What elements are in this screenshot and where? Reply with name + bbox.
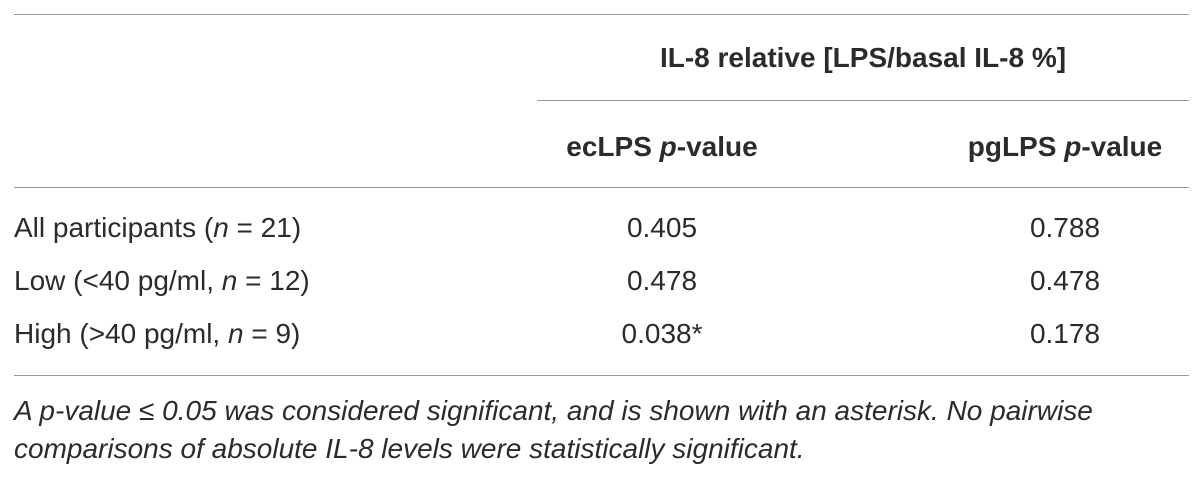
header-text: -value bbox=[1081, 131, 1163, 162]
row-label: Low (<40 pg/ml, n = 12) bbox=[14, 264, 310, 298]
footnote: A p-value ≤ 0.05 was considered signific… bbox=[14, 395, 1093, 464]
label-text: High (>40 pg/ml, bbox=[14, 318, 228, 349]
header-text: pgLPS bbox=[967, 131, 1065, 162]
table-cell: 0.178 bbox=[1029, 318, 1101, 349]
group-rule bbox=[537, 100, 1189, 101]
table-cell: 0.478 bbox=[626, 265, 698, 296]
group-header: IL-8 relative [LPS/basal IL-8 %] bbox=[659, 42, 1067, 73]
header-text: ecLPS bbox=[566, 131, 660, 162]
header-text: -value bbox=[676, 131, 758, 162]
table-cell: 0.038* bbox=[621, 318, 703, 349]
label-text: All participants ( bbox=[14, 212, 214, 243]
label-text: = 21) bbox=[228, 212, 302, 243]
bottom-rule bbox=[14, 375, 1189, 376]
column-header: ecLPS p-value bbox=[537, 130, 787, 164]
label-italic: n bbox=[213, 212, 229, 243]
header-italic: p bbox=[659, 131, 677, 162]
row-label: High (>40 pg/ml, n = 9) bbox=[14, 317, 300, 351]
header-rule bbox=[14, 187, 1189, 188]
label-italic: n bbox=[228, 318, 244, 349]
top-rule bbox=[14, 14, 1189, 15]
table-cell: 0.788 bbox=[1029, 212, 1101, 243]
label-text: = 12) bbox=[237, 265, 310, 296]
header-italic: p bbox=[1064, 131, 1082, 162]
label-text: = 9) bbox=[243, 318, 301, 349]
table-cell: 0.478 bbox=[1029, 265, 1101, 296]
label-text: Low (<40 pg/ml, bbox=[14, 265, 222, 296]
row-label: All participants (n = 21) bbox=[14, 211, 301, 245]
label-italic: n bbox=[221, 265, 238, 296]
table-cell: 0.405 bbox=[626, 212, 698, 243]
column-header: pgLPS p-value bbox=[940, 130, 1190, 164]
